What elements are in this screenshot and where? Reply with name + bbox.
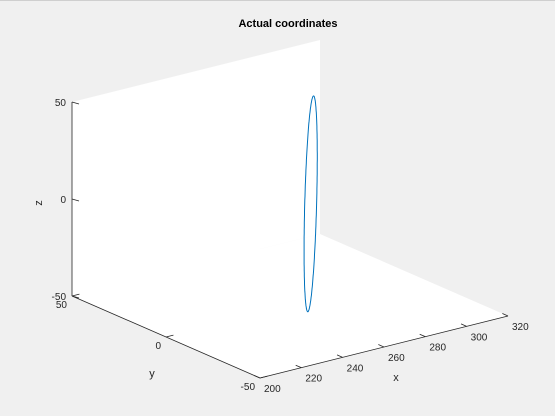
x-tick xyxy=(419,333,426,338)
x-tick-label: 260 xyxy=(388,353,405,364)
x-axis-label: x xyxy=(393,372,399,384)
series-line xyxy=(303,95,318,313)
x-tick xyxy=(295,364,302,369)
x-tick xyxy=(502,313,509,317)
x-tick xyxy=(460,323,467,327)
z-tick xyxy=(71,295,80,299)
chart-title: Actual coordinates xyxy=(238,18,337,30)
x-tick-label: 200 xyxy=(264,384,281,395)
x-tick-label: 240 xyxy=(347,363,364,374)
x-tick-label: 300 xyxy=(471,332,488,343)
z-tick-label: 50 xyxy=(55,98,67,109)
z-axis-label: z xyxy=(33,200,45,206)
y-tick-label: 0 xyxy=(155,341,161,352)
y-tick-label: -50 xyxy=(241,382,256,393)
side-wall-plane xyxy=(72,102,260,378)
y-tick-label: 50 xyxy=(56,300,68,311)
x-tick-label: 220 xyxy=(305,374,322,385)
x-tick xyxy=(378,344,385,348)
x-tick-label: 280 xyxy=(429,343,446,354)
y-axis-label: y xyxy=(149,368,155,380)
z-tick-label: 0 xyxy=(60,195,66,206)
x-tick-label: 320 xyxy=(512,322,529,333)
y-tick xyxy=(165,334,174,338)
z-tick-label: -50 xyxy=(52,292,67,303)
y-tick xyxy=(259,375,268,379)
z-tick xyxy=(71,198,80,202)
y-tick xyxy=(71,293,80,297)
z-tick xyxy=(71,101,80,105)
x-tick xyxy=(336,354,343,358)
x-tick xyxy=(254,375,261,379)
